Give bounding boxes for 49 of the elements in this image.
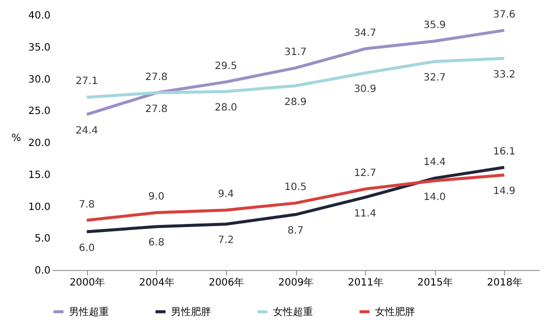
legend-label: 女性超重: [273, 306, 313, 318]
data-label: 32.7: [424, 72, 446, 84]
x-tick-label: 2015年: [417, 276, 453, 288]
data-label: 27.8: [145, 104, 168, 115]
x-tick-label: 2018年: [486, 276, 522, 288]
data-label: 7.8: [78, 199, 95, 210]
data-label: 24.4: [76, 125, 98, 136]
data-label: 28.0: [214, 102, 238, 114]
data-label: 30.9: [354, 84, 376, 96]
data-label: 28.9: [284, 96, 307, 108]
y-tick-label: 35.0: [28, 42, 50, 54]
y-axis-title: %: [11, 133, 21, 144]
y-tick-label: 25.0: [28, 106, 50, 118]
data-label: 31.7: [284, 46, 307, 58]
data-label: 27.8: [145, 72, 168, 83]
data-label: 37.6: [493, 9, 516, 20]
x-tick-label: 2000年: [70, 276, 106, 288]
data-label: 8.7: [288, 226, 304, 237]
data-label: 9.0: [148, 192, 164, 203]
y-tick-label: 5.0: [34, 234, 50, 245]
data-label: 6.0: [78, 242, 95, 254]
data-label: 11.4: [354, 208, 376, 220]
x-tick-label: 2006年: [208, 276, 244, 288]
data-label: 14.9: [493, 186, 516, 198]
data-label: 35.9: [424, 20, 446, 32]
legend-label: 女性肥胖: [375, 306, 415, 318]
legend-label: 男性肥胖: [171, 306, 211, 318]
data-label: 9.4: [218, 189, 234, 200]
y-tick-label: 15.0: [28, 170, 50, 181]
data-label: 14.4: [424, 157, 446, 168]
data-label: 29.5: [214, 60, 238, 72]
data-label: 33.2: [493, 69, 516, 80]
data-label: 14.0: [424, 192, 446, 203]
data-label: 34.7: [354, 28, 376, 39]
x-tick-label: 2011年: [348, 276, 384, 288]
x-tick-label: 2009年: [278, 276, 314, 288]
data-label: 7.2: [218, 235, 234, 246]
data-label: 16.1: [493, 146, 516, 158]
y-tick-label: 0.0: [34, 266, 50, 276]
data-label: 6.8: [148, 238, 164, 249]
data-label: 27.1: [76, 76, 98, 88]
y-tick-label: 20.0: [28, 138, 50, 149]
x-tick-label: 2004年: [139, 276, 175, 288]
legend-label: 男性超重: [69, 306, 109, 318]
y-tick-label: 10.0: [28, 202, 50, 213]
data-label: 10.5: [284, 182, 307, 194]
y-tick-label: 40.0: [28, 10, 50, 22]
data-label: 12.7: [354, 168, 376, 180]
y-tick-label: 30.0: [28, 74, 50, 86]
